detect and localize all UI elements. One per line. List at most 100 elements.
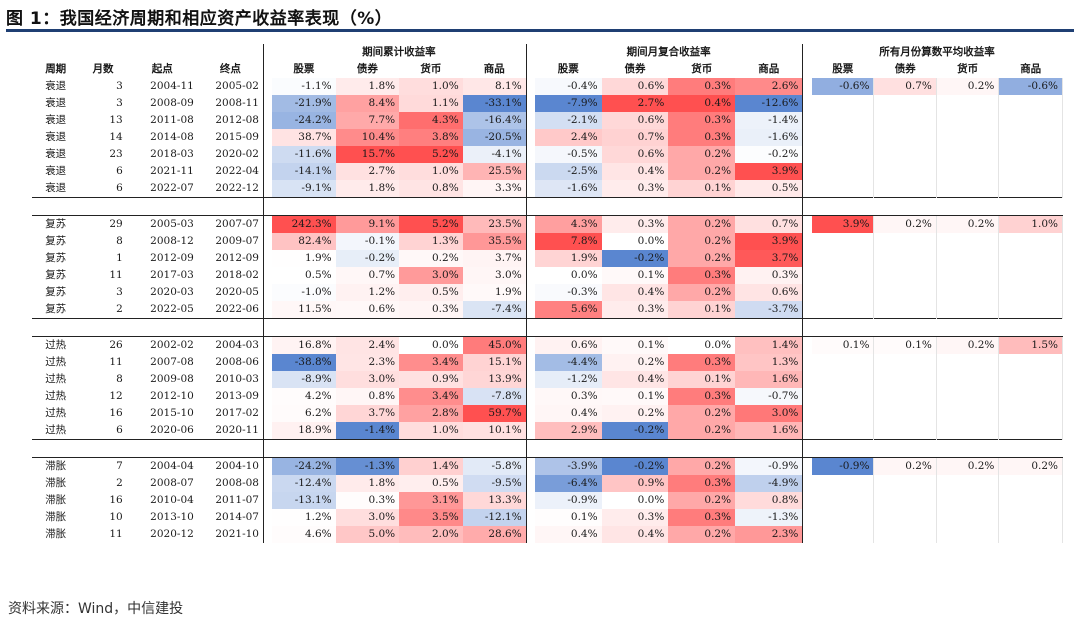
- phase-cell: 衰退: [45, 114, 67, 126]
- empty-average-cell: [873, 129, 937, 146]
- column-gap: [263, 180, 273, 198]
- monthly-return-cell: -0.9%: [534, 492, 602, 509]
- average-return-cell: -0.9%: [811, 457, 875, 475]
- table-row: 衰退 14 2014-08 2015-09 38.7% 10.4% 3.8% -20.5% 2.…: [32, 129, 1063, 146]
- spacer-cell: [32, 318, 80, 337]
- spacer-cell: [936, 439, 999, 458]
- average-return-cell: -0.6%: [811, 78, 875, 95]
- average-return-cell: 0.2%: [936, 78, 1000, 95]
- monthly-return-cell: 0.6%: [534, 336, 602, 354]
- spacer-cell: [534, 318, 602, 337]
- empty-average-cell: [998, 267, 1063, 284]
- phase-cell: 过热: [45, 339, 67, 351]
- monthly-return-cell: 0.2%: [668, 492, 736, 509]
- end-cell: 2020-02: [215, 148, 259, 160]
- monthly-return-cell: 0.3%: [601, 301, 669, 319]
- end-cell: 2022-12: [215, 182, 259, 194]
- spacer-cell: [399, 318, 463, 337]
- empty-average-cell: [873, 301, 937, 319]
- cumulative-return-cell: 3.0%: [399, 267, 463, 284]
- column-gap: [802, 388, 812, 405]
- empty-average-cell: [811, 180, 875, 198]
- start-cell: 2020-06: [150, 424, 194, 436]
- spacer-cell: [462, 318, 527, 337]
- column-gap: [263, 492, 273, 509]
- phase-cell: 衰退: [45, 148, 67, 160]
- monthly-return-cell: -0.7%: [735, 388, 803, 405]
- cumulative-return-cell: -4.1%: [462, 146, 527, 163]
- spacer-cell: [263, 197, 273, 216]
- column-gap: [525, 250, 535, 267]
- column-gap: [802, 354, 812, 371]
- phase-cell: 复苏: [45, 235, 67, 247]
- cumulative-return-cell: 3.0%: [462, 267, 527, 284]
- monthly-return-cell: 0.4%: [534, 526, 602, 543]
- cumulative-return-cell: -7.4%: [462, 301, 527, 319]
- monthly-return-cell: 0.2%: [668, 233, 736, 250]
- empty-average-cell: [998, 284, 1063, 301]
- monthly-return-cell: 0.0%: [668, 336, 736, 354]
- phase-cell: 衰退: [45, 165, 67, 177]
- table-row: 过热 11 2007-08 2008-06 -38.8% 2.3% 3.4% 15.1% -4.…: [32, 354, 1063, 371]
- cumulative-return-cell: 7.7%: [335, 112, 400, 129]
- monthly-return-cell: 0.4%: [601, 371, 669, 388]
- empty-average-cell: [998, 405, 1063, 422]
- empty-average-cell: [873, 509, 937, 526]
- col-header-phase: 周期: [45, 63, 67, 75]
- spacer-cell: [32, 439, 80, 458]
- empty-average-cell: [811, 492, 875, 509]
- table-row: 过热 26 2002-02 2004-03 16.8% 2.4% 0.0% 45.0% 0.6%…: [32, 336, 1063, 354]
- end-cell: 2008-08: [215, 477, 259, 489]
- months-cell: 23: [109, 148, 123, 160]
- cumulative-return-cell: 242.3%: [272, 215, 336, 233]
- start-cell: 2008-12: [150, 235, 194, 247]
- cumulative-return-cell: 23.5%: [462, 215, 527, 233]
- table-row: 衰退 6 2021-11 2022-04 -14.1% 2.7% 1.0% 25.5% -2.5…: [32, 163, 1063, 180]
- column-gap: [525, 371, 535, 388]
- header-row-columns: 周期 月数 起点 终点 股票 债券 货币 商品 股票 债券 货币 商品 股票 债券 货币 商品: [32, 61, 1063, 78]
- monthly-return-cell: 2.6%: [735, 78, 803, 95]
- phase-cell: 滞胀: [45, 528, 67, 540]
- table-row: 衰退 13 2011-08 2012-08 -24.2% 7.7% 4.3% -16.4% -2…: [32, 112, 1063, 129]
- phase-cell: 过热: [45, 373, 67, 385]
- average-return-cell: 0.2%: [873, 457, 937, 475]
- cumulative-return-cell: 3.3%: [462, 180, 527, 198]
- monthly-return-cell: 3.9%: [735, 233, 803, 250]
- monthly-return-cell: 0.3%: [668, 388, 736, 405]
- spacer-cell: [802, 318, 812, 337]
- empty-average-cell: [998, 180, 1063, 198]
- phase-cell: 过热: [45, 356, 67, 368]
- empty-average-cell: [811, 422, 875, 440]
- monthly-return-cell: -2.1%: [534, 112, 602, 129]
- spacer-cell: [399, 439, 463, 458]
- spacer-cell: [79, 318, 127, 337]
- cumulative-return-cell: 10.1%: [462, 422, 527, 440]
- months-cell: 13: [109, 114, 123, 126]
- spacer-cell: [601, 318, 669, 337]
- start-cell: 2010-04: [150, 494, 194, 506]
- empty-average-cell: [998, 526, 1063, 543]
- end-cell: 2008-06: [215, 356, 259, 368]
- empty-average-cell: [873, 233, 937, 250]
- phase-cell: 衰退: [45, 80, 67, 92]
- spacer-cell: [873, 318, 937, 337]
- monthly-return-cell: -0.4%: [534, 78, 602, 95]
- average-return-cell: 3.9%: [811, 215, 875, 233]
- spacer-cell: [335, 197, 400, 216]
- cumulative-return-cell: 1.9%: [272, 250, 336, 267]
- blank-header: [32, 44, 79, 61]
- spacer-cell: [197, 439, 264, 458]
- column-gap: [802, 180, 812, 198]
- monthly-return-cell: 0.2%: [668, 422, 736, 440]
- months-cell: 1: [116, 252, 123, 264]
- empty-average-cell: [936, 301, 1000, 319]
- blank-header: [79, 44, 126, 61]
- empty-average-cell: [873, 526, 937, 543]
- cumulative-return-cell: 3.5%: [399, 509, 463, 526]
- empty-average-cell: [873, 163, 937, 180]
- cumulative-return-cell: 5.2%: [399, 215, 463, 233]
- monthly-return-cell: 7.8%: [534, 233, 602, 250]
- empty-average-cell: [936, 492, 1000, 509]
- cumulative-return-cell: 1.2%: [335, 284, 400, 301]
- spacer-cell: [735, 197, 803, 216]
